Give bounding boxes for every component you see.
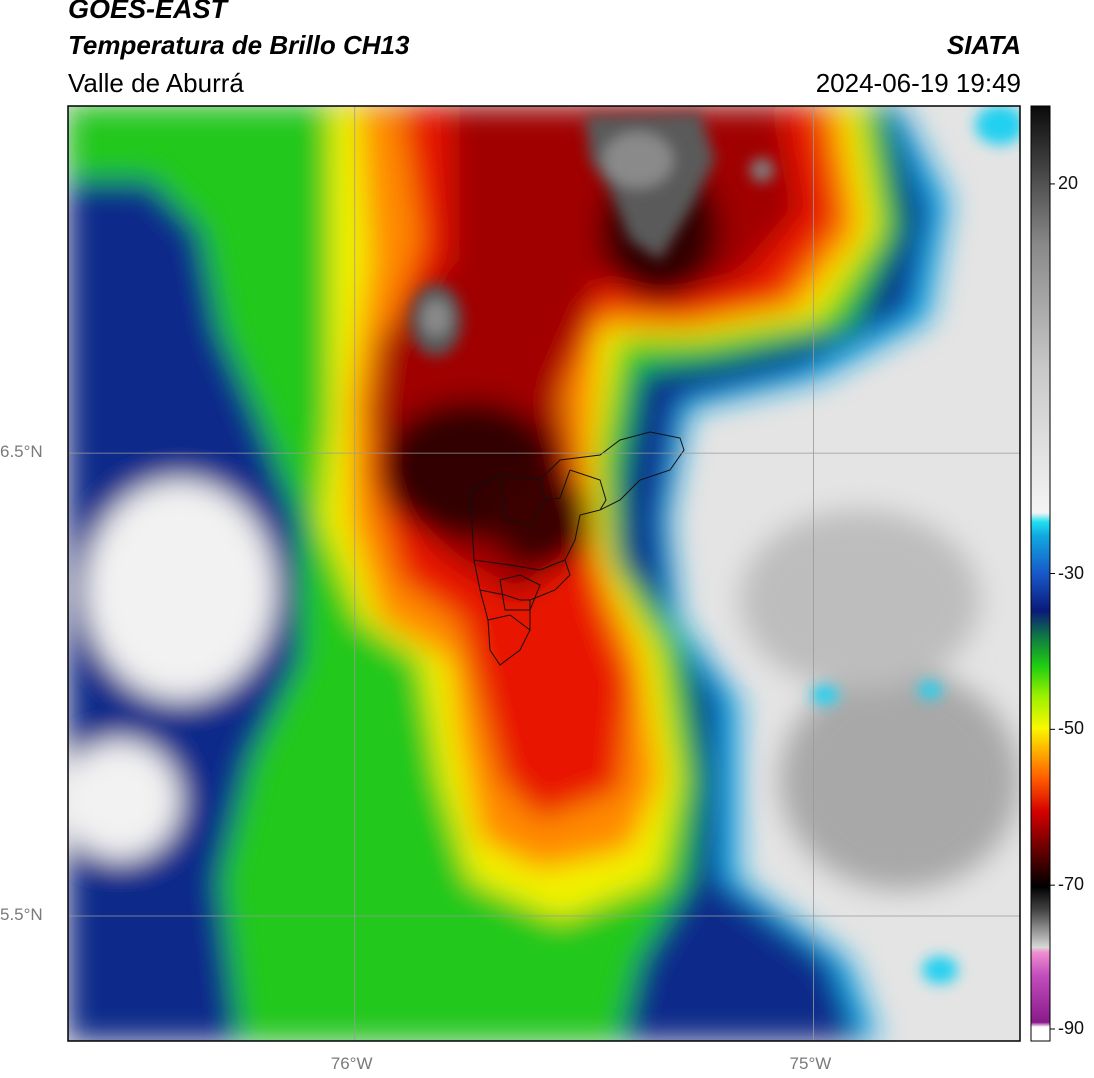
lon-label: 76°W [330,1054,373,1073]
timestamp: 2024-06-19 19:49 [815,68,1021,98]
lon-label: 75°W [789,1054,832,1073]
colorbar [1031,106,1050,1041]
colorbar-tick-label: 20 [1058,172,1079,193]
lat-label: 6.5°N [0,442,43,462]
lat-label: 5.5°N [0,905,43,925]
product-title: Temperatura de Brillo CH13 [68,30,410,60]
satellite-title: GOES-EAST [68,0,228,24]
colorbar-tick-label: -50 [1058,718,1085,739]
map-gridlines [68,106,1020,1041]
region-title: Valle de Aburrá [68,68,244,98]
valle-de-aburra-boundaries [469,431,685,666]
organization-title: SIATA [946,30,1021,60]
colorbar-tick-label: -30 [1058,562,1085,583]
colorbar-ticks [1050,183,1055,1030]
colorbar-tick-label: -90 [1058,1018,1085,1038]
brightness-temperature-field [68,106,1020,1041]
map-frame [67,105,1021,1042]
colorbar-tick-label: -70 [1058,874,1085,895]
